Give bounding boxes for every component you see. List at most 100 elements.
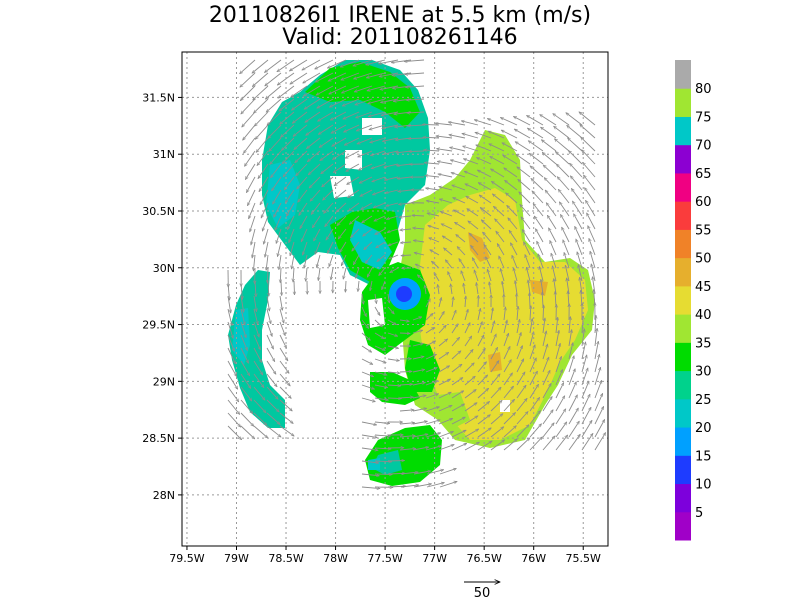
wind-vector [568, 421, 579, 438]
wind-vector [464, 323, 471, 334]
wind-vector [266, 360, 276, 374]
wind-vector [539, 266, 544, 282]
wind-vector [450, 160, 466, 165]
wind-vector [279, 412, 293, 424]
wind-vector [503, 399, 515, 412]
wind-vector [454, 209, 466, 217]
wind-vector [355, 98, 373, 105]
wind-vector [538, 254, 544, 269]
wind-vector [477, 388, 489, 399]
wind-vector [406, 99, 425, 100]
wind-vector [281, 280, 282, 296]
wind-vector [426, 470, 444, 475]
wind-vector [590, 251, 596, 269]
wind-vector [424, 163, 440, 164]
wind-vector [555, 409, 566, 425]
wind-vector [349, 215, 360, 224]
wind-vector [495, 219, 505, 230]
wind-vector [508, 218, 518, 230]
wind-vector [309, 176, 321, 188]
wind-vector [543, 305, 544, 321]
wind-vector [425, 327, 435, 334]
wind-vector [477, 308, 480, 321]
wind-vector [399, 216, 412, 217]
wind-vector [527, 127, 544, 139]
wind-vector [439, 468, 456, 475]
lower-green-band [370, 372, 420, 405]
wind-vector [516, 438, 530, 451]
wind-vector [279, 347, 289, 361]
x-tick-label: 76W [521, 552, 546, 565]
wind-vector [361, 358, 373, 365]
wind-vector [504, 168, 518, 178]
wind-vector [438, 311, 445, 321]
wind-vector [240, 360, 251, 376]
wind-vector [387, 486, 406, 487]
wind-vector [442, 235, 453, 243]
wind-vector [568, 408, 579, 425]
wind-vector [391, 59, 412, 63]
wind-vector [555, 151, 570, 165]
wind-vector [304, 98, 321, 109]
wind-vector [227, 360, 238, 377]
wind-vector [302, 59, 321, 71]
lower-light-patch [436, 392, 470, 430]
wind-vector [304, 254, 308, 268]
wind-vector [438, 174, 453, 178]
wind-vector [386, 202, 399, 206]
wind-vector [422, 124, 440, 125]
wind-vector [474, 270, 479, 282]
wind-vector [439, 481, 457, 488]
wind-vector [481, 220, 492, 230]
wind-vector [568, 151, 583, 165]
wind-vector [387, 398, 401, 399]
wind-vector [355, 267, 360, 278]
wind-vector [346, 163, 360, 172]
wind-vector [279, 425, 294, 436]
wind-vector [279, 308, 284, 323]
wind-vector [465, 183, 479, 191]
wind-vector [250, 215, 256, 232]
chart-subtitle: Valid: 201108261146 [282, 25, 517, 50]
colorbar-label: 20 [695, 421, 712, 436]
wind-vector [227, 334, 234, 351]
wind-vector [503, 320, 507, 334]
wind-vector [464, 441, 479, 451]
wind-vector [412, 343, 423, 347]
wind-vector [335, 189, 347, 199]
wind-vector [282, 150, 295, 164]
wind-vector [425, 381, 438, 386]
wind-vector [529, 153, 544, 165]
wind-vector [373, 202, 386, 209]
y-tick-label: 31N [153, 148, 175, 161]
wind-vector [412, 317, 422, 321]
wind-vector [266, 308, 271, 324]
wind-vector [404, 59, 425, 62]
chart-title: 20110826I1 IRENE at 5.5 km (m/s) [209, 3, 591, 28]
wind-vector [297, 176, 308, 189]
wind-vector [245, 163, 256, 179]
wind-vector [364, 241, 373, 250]
wind-vector [374, 358, 386, 363]
wind-vector [464, 309, 468, 321]
wind-vector [387, 332, 398, 336]
wind-vector [324, 202, 334, 213]
wind-vector [517, 167, 531, 178]
wind-vector [256, 137, 269, 152]
wind-vector [559, 202, 570, 217]
wind-vector [299, 202, 308, 215]
wind-vector [227, 295, 231, 313]
wind-vector [521, 229, 531, 243]
wind-vector [240, 295, 244, 312]
wind-vector [399, 436, 415, 437]
wind-vector [527, 115, 544, 126]
x-tick-label: 79.5W [169, 552, 204, 565]
wind-vector [451, 310, 457, 321]
colorbar-swatch [675, 370, 691, 400]
plot-frame [181, 51, 609, 547]
wind-vector [560, 214, 570, 230]
wind-vector [492, 194, 505, 204]
wind-vector [594, 380, 602, 399]
y-tick-label: 29N [153, 375, 175, 388]
wind-vector [306, 267, 307, 281]
